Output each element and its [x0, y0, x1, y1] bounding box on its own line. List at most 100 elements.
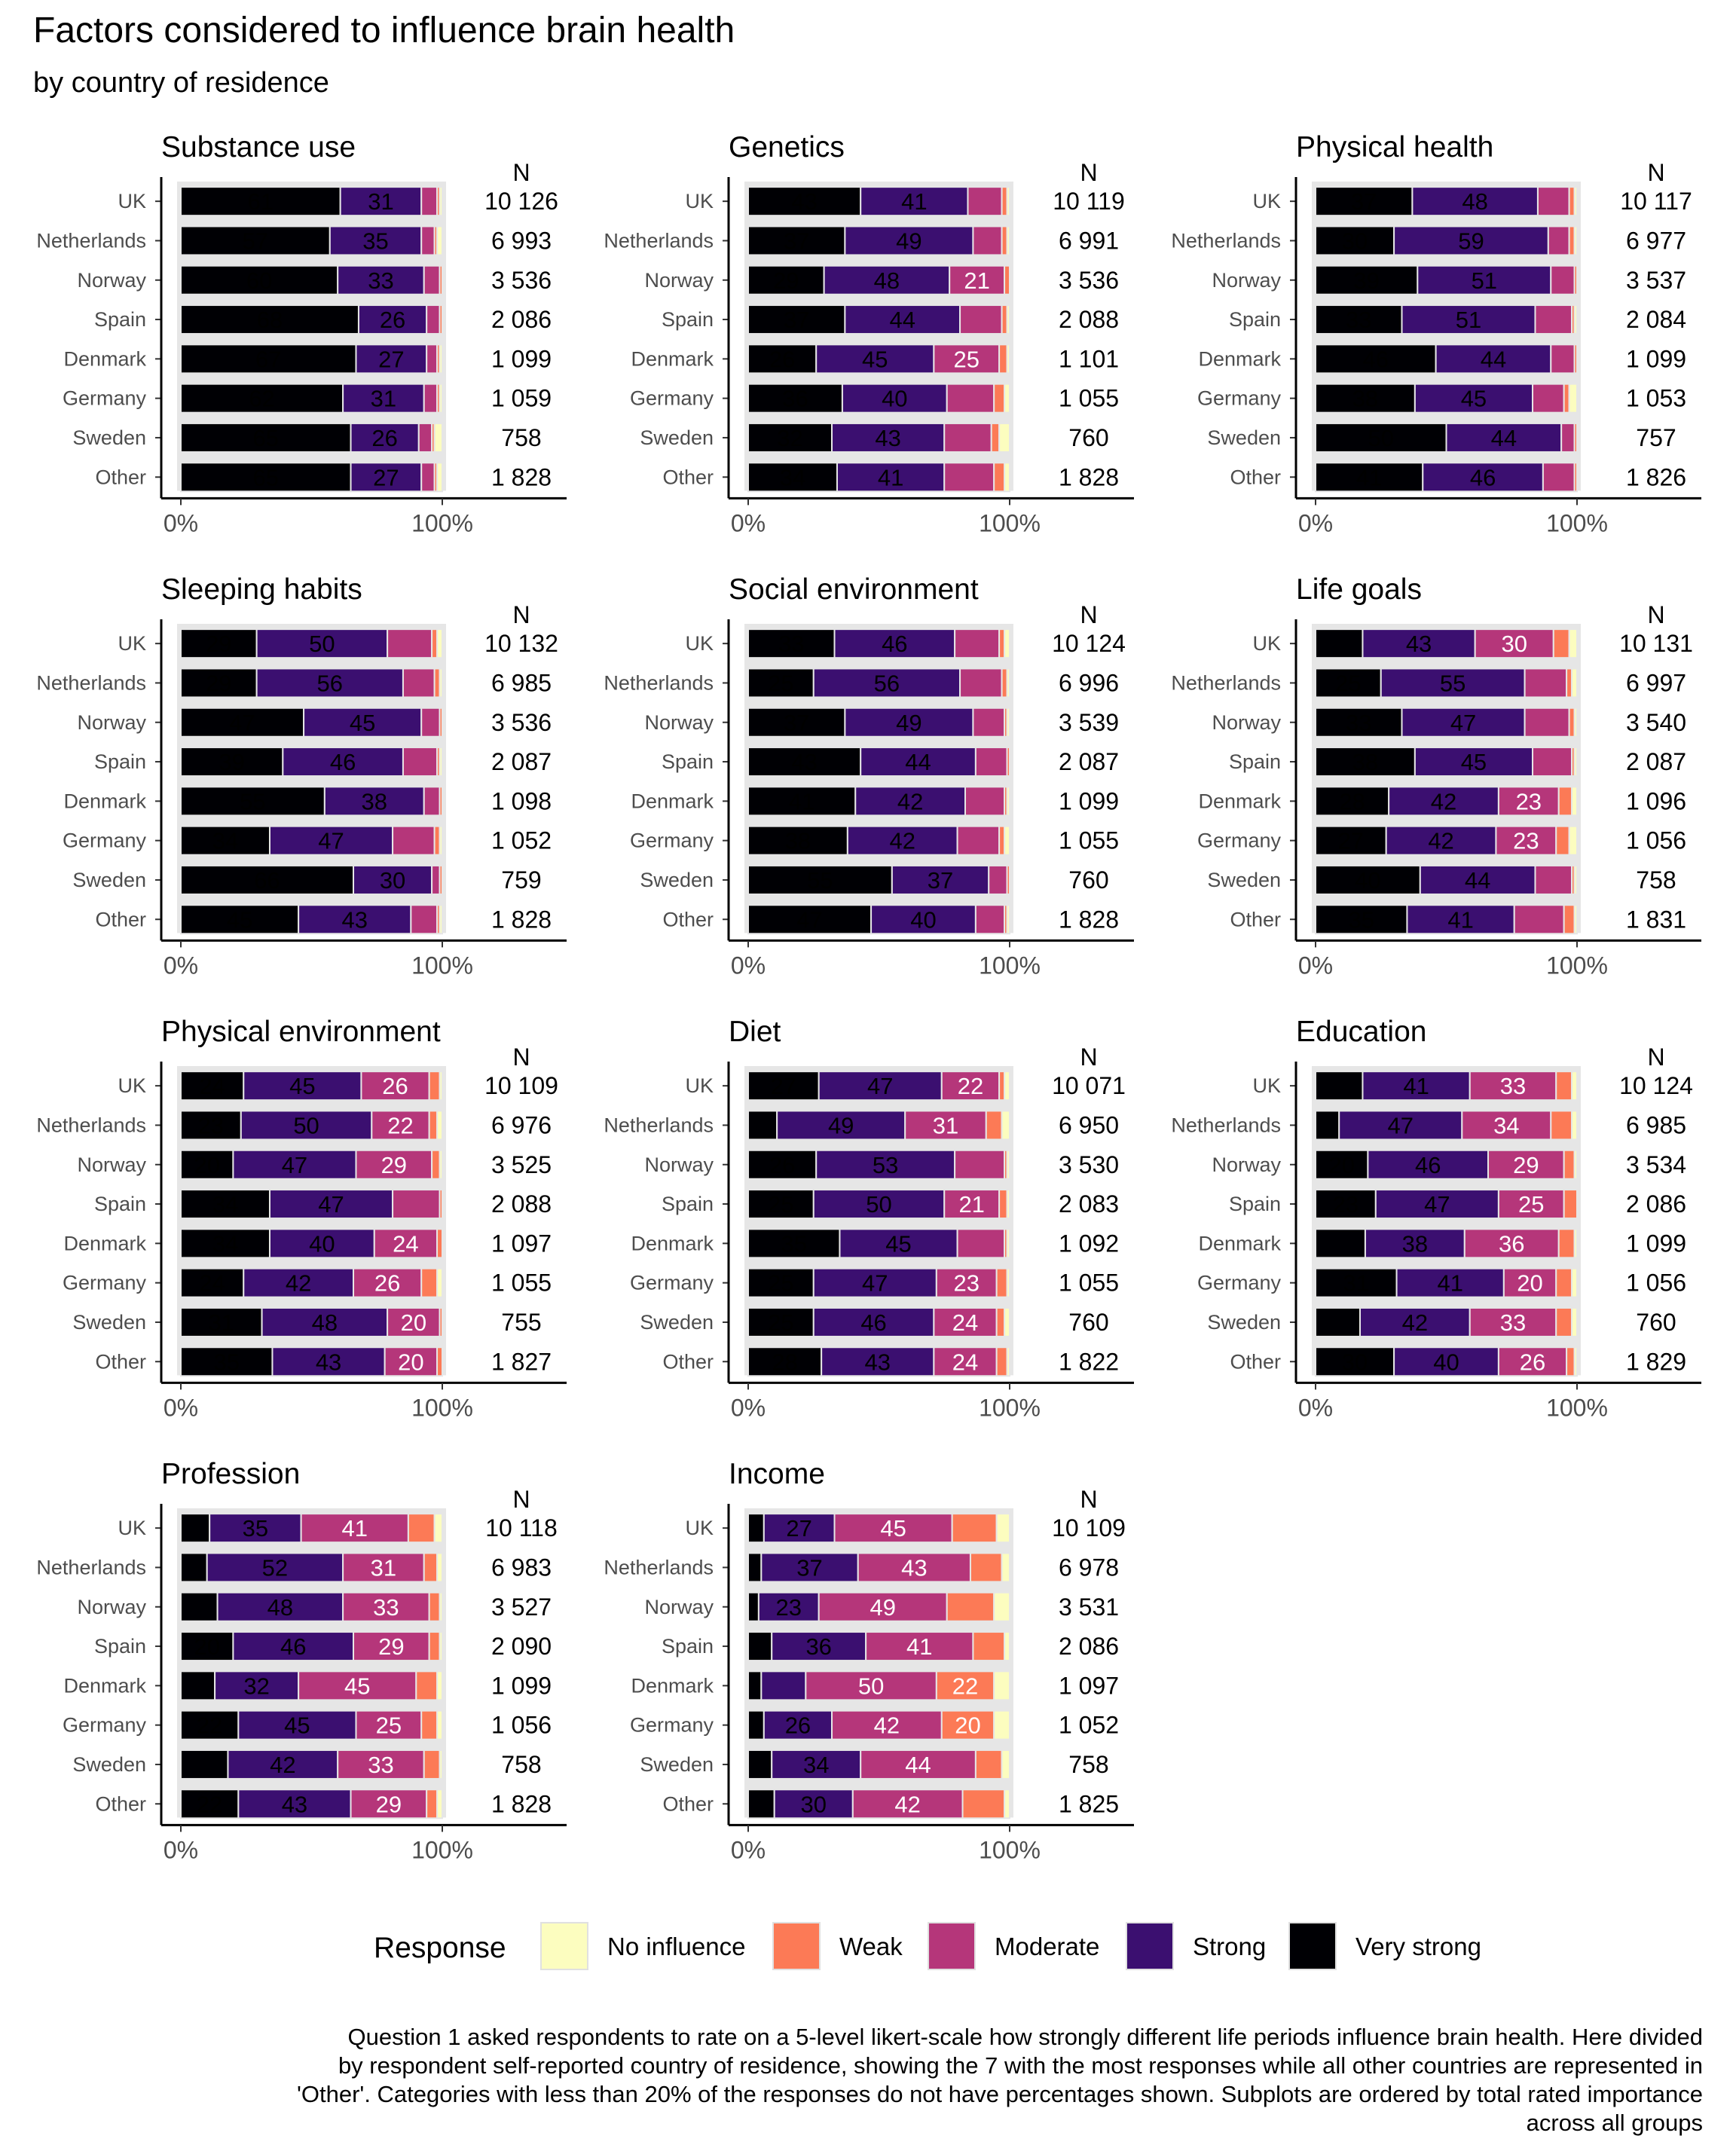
category-label: Other: [1230, 466, 1281, 488]
data-label: 45: [289, 1073, 315, 1099]
data-label: 42: [1402, 1309, 1428, 1336]
category-label: Denmark: [631, 347, 714, 370]
n-value: 3 525: [491, 1151, 552, 1178]
bar-segment: [392, 825, 436, 856]
bar-segment: [747, 1631, 773, 1662]
data-label: 45: [227, 906, 252, 933]
panel-title: Social environment: [729, 573, 979, 606]
bar-segment: [747, 1306, 815, 1337]
n-value: 6 977: [1626, 227, 1686, 254]
bar-segment: [439, 707, 444, 738]
bar-segment: [961, 1789, 1006, 1820]
data-label: 43: [875, 425, 900, 451]
data-label: 37: [928, 867, 953, 894]
data-label: 37: [784, 228, 809, 254]
bar-segment: [268, 825, 394, 856]
bar-segment: [439, 304, 444, 335]
bar-segment: [1001, 225, 1008, 256]
bar-segment: [747, 1670, 763, 1701]
category-label: Denmark: [63, 1232, 146, 1254]
bar-segment: [812, 1189, 946, 1220]
bar-segment: [1401, 707, 1526, 738]
data-label: 47: [1450, 710, 1476, 736]
data-label: 47: [862, 1270, 888, 1297]
bar-segment: [1315, 786, 1390, 817]
bar-segment: [967, 186, 1003, 217]
data-label: 31: [933, 1112, 958, 1138]
bar-segment: [812, 668, 961, 698]
n-value: 1 053: [1626, 385, 1686, 412]
data-label: 41: [1437, 1270, 1462, 1297]
data-label: 45: [284, 1713, 310, 1739]
n-value: 10 126: [484, 188, 558, 215]
data-label: 47: [318, 1191, 344, 1218]
category-label: Netherlands: [604, 671, 714, 694]
data-label: 26: [380, 307, 405, 333]
panel: Education N UK 10 124 41 33 Netherlands 6 985 47…: [1171, 1016, 1701, 1421]
n-value: 1 828: [491, 906, 552, 933]
bar-segment: [436, 462, 443, 493]
n-value: 1 092: [1059, 1230, 1119, 1257]
n-value: 10 117: [1620, 188, 1692, 215]
data-label: 68: [257, 307, 283, 333]
bar-segment: [350, 422, 420, 453]
data-label: 38: [1352, 749, 1378, 775]
bar-segment: [1555, 1267, 1573, 1298]
data-label: 28: [772, 1349, 797, 1375]
data-label: 26: [769, 346, 795, 372]
bar-segment: [1563, 383, 1570, 414]
category-label: Denmark: [631, 1232, 714, 1254]
bar-segment: [180, 1189, 270, 1220]
bar-segment: [1524, 668, 1568, 698]
panel: Physical environment N UK 10 109 24 45 26 Nethe…: [36, 1016, 567, 1421]
n-value: 10 119: [1053, 188, 1125, 215]
panel: Substance use N UK 10 126 61 31 Netherlands 6 9…: [36, 131, 567, 536]
bar-segment: [1315, 383, 1416, 414]
data-label: 22: [952, 1673, 978, 1699]
data-label: 29: [773, 267, 799, 294]
bar-segment: [949, 264, 1006, 295]
bar-segment: [1006, 1228, 1011, 1259]
bar-segment: [180, 1552, 208, 1583]
panel: Genetics N UK 10 119 43 41 Netherlands 6 991 37 4…: [604, 131, 1134, 536]
bar-segment: [436, 1789, 443, 1820]
bar-segment: [860, 186, 969, 217]
category-label: Spain: [94, 308, 146, 331]
bar-segment: [392, 1189, 441, 1220]
n-value: 10 132: [484, 630, 558, 657]
bar-segment: [439, 1189, 444, 1220]
n-value: 6 978: [1059, 1554, 1119, 1581]
bar-segment: [1367, 1149, 1490, 1180]
data-label: 39: [219, 749, 244, 775]
data-label: 51: [1456, 307, 1481, 333]
bar-segment: [995, 1267, 1008, 1298]
n-value: 10 131: [1619, 630, 1693, 657]
n-value: 1 098: [491, 787, 552, 814]
bar-segment: [951, 1513, 998, 1544]
bar-segment: [407, 1513, 436, 1544]
n-value: 1 828: [1059, 906, 1119, 933]
bar-segment: [180, 383, 344, 414]
data-label: 27: [378, 346, 404, 372]
bar-segment: [1435, 344, 1552, 374]
bar-segment: [747, 1552, 763, 1583]
bar-segment: [428, 1591, 441, 1622]
n-value: 10 124: [1052, 630, 1126, 657]
bar-segment: [426, 1789, 439, 1820]
category-label: Germany: [630, 830, 714, 852]
n-value: 755: [501, 1309, 541, 1336]
category-label: Netherlands: [604, 229, 714, 252]
bar-segment: [337, 264, 425, 295]
bar-segment: [940, 1710, 995, 1740]
n-value: 2 087: [1626, 748, 1686, 775]
bar-segment: [216, 1591, 344, 1622]
data-label: 35: [1348, 906, 1374, 933]
n-value: 1 097: [491, 1230, 552, 1257]
bar-segment: [353, 1631, 430, 1662]
bar-segment: [747, 825, 848, 856]
n-value: 1 099: [1626, 345, 1686, 372]
data-label: 38: [362, 788, 387, 814]
x-tick-label: 0%: [731, 1836, 766, 1863]
n-value: 1 055: [491, 1270, 552, 1297]
bar-segment: [180, 186, 341, 217]
